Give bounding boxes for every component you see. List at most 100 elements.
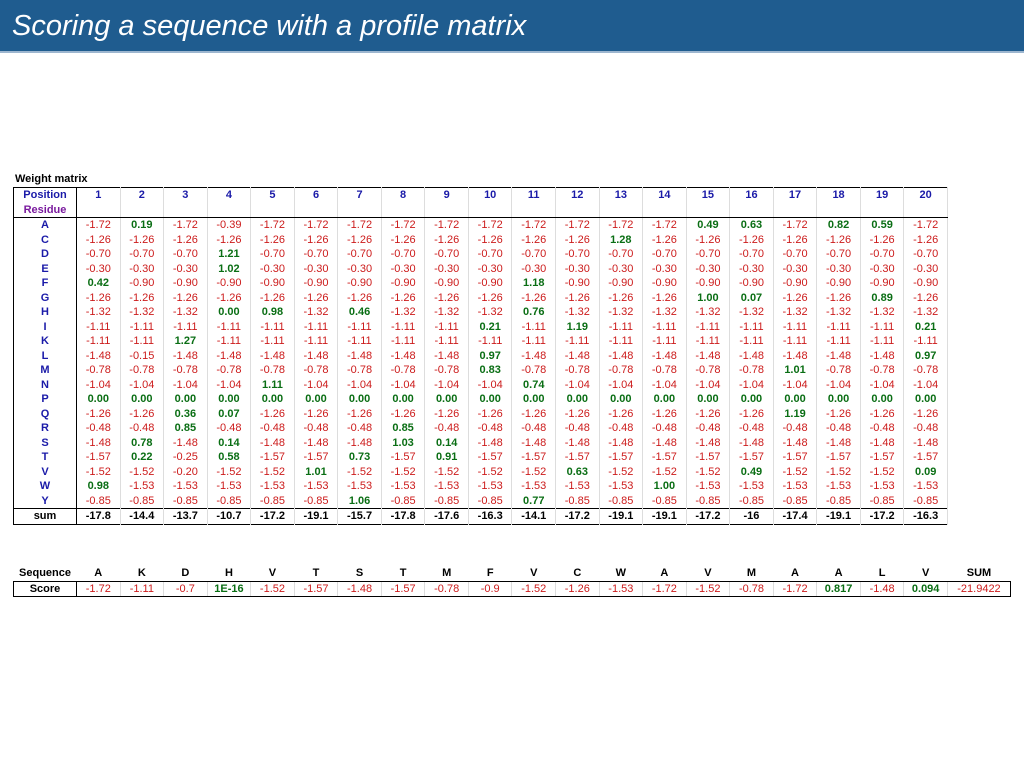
blank-cell [381, 202, 426, 218]
weight-value: -0.90 [250, 276, 295, 291]
weight-value: -1.04 [381, 377, 426, 392]
weight-value: -0.70 [860, 247, 905, 262]
weight-value: -0.30 [163, 261, 208, 276]
weight-value: -0.85 [686, 493, 731, 509]
weight-value: -0.30 [250, 261, 295, 276]
weight-value: -1.04 [903, 377, 948, 392]
sequence-residue: M [729, 566, 774, 582]
sequence-residue: D [163, 566, 208, 582]
weight-value: -0.30 [381, 261, 426, 276]
weight-value: -1.11 [860, 319, 905, 334]
weight-value: 0.00 [468, 392, 513, 407]
weight-value: -1.04 [207, 377, 252, 392]
weight-value: -0.30 [337, 261, 382, 276]
weight-value: -1.53 [207, 479, 252, 494]
weight-value: -1.26 [424, 406, 469, 421]
sequence-residue: W [599, 566, 643, 582]
weight-value: -1.04 [773, 377, 818, 392]
residue-name: R [13, 421, 77, 436]
weight-value: -1.48 [860, 348, 905, 363]
weight-value: 0.00 [381, 392, 426, 407]
score-value: -1.11 [120, 581, 165, 597]
weight-value: -1.11 [76, 334, 121, 349]
weight-value: -1.53 [816, 479, 861, 494]
weight-value: -1.48 [163, 435, 208, 450]
weight-value: -0.90 [903, 276, 948, 291]
weight-value: -0.90 [468, 276, 513, 291]
sum-header: SUM [947, 566, 1011, 582]
weight-value: -1.04 [729, 377, 774, 392]
weight-value: -1.11 [642, 334, 687, 349]
table-row: K -1.11 -1.11 1.27 -1.11 -1.11 -1.11 -1.11 -1.11… [13, 334, 948, 349]
sequence-residue: A [76, 566, 121, 582]
weight-value: -1.26 [555, 232, 600, 247]
blank-cell [599, 202, 644, 218]
blank-cell [337, 202, 382, 218]
weight-value: -1.52 [816, 464, 861, 479]
weight-value: 1.00 [686, 290, 731, 305]
weight-value: -1.26 [468, 406, 513, 421]
weight-value: -0.30 [686, 261, 731, 276]
weight-value: -0.30 [903, 261, 948, 276]
weight-value: -1.11 [773, 334, 818, 349]
weight-value: -1.72 [76, 217, 121, 233]
weight-value: -1.11 [207, 334, 252, 349]
weight-value: -1.53 [511, 479, 557, 494]
weight-value: -1.26 [76, 290, 121, 305]
table-row: A -1.72 0.19 -1.72 -0.39 -1.72 -1.72 -1.72 -1.72… [13, 217, 948, 233]
weight-value: -0.85 [294, 493, 339, 509]
sum-value: -19.1 [816, 508, 861, 524]
weight-value: -1.72 [599, 217, 644, 233]
weight-value: -1.11 [424, 319, 469, 334]
sequence-residue: M [424, 566, 469, 582]
weight-value: 1.01 [294, 464, 339, 479]
weight-value: 0.07 [729, 290, 774, 305]
weight-value: 0.85 [381, 421, 426, 436]
weight-value: -1.11 [337, 334, 382, 349]
weight-value: -1.26 [76, 232, 121, 247]
weight-value: -0.78 [120, 363, 165, 378]
weight-value: -0.48 [511, 421, 557, 436]
weight-value: -1.48 [337, 435, 382, 450]
weight-value: -1.57 [76, 450, 121, 465]
score-value: -1.72 [773, 581, 818, 597]
position-label: Position [13, 187, 77, 203]
weight-value: -0.85 [773, 493, 818, 509]
residue-name: E [13, 261, 77, 276]
residue-name: L [13, 348, 77, 363]
weight-value: -1.48 [294, 435, 339, 450]
weight-value: 0.00 [207, 305, 252, 320]
weight-value: -1.52 [468, 464, 513, 479]
sequence-label: Sequence [13, 566, 77, 582]
weight-value: -1.04 [686, 377, 731, 392]
weight-value: -1.26 [555, 290, 600, 305]
sum-value: -13.7 [163, 508, 208, 524]
weight-value: 0.00 [163, 392, 208, 407]
position-number: 2 [120, 187, 165, 203]
weight-value: -1.32 [120, 305, 165, 320]
weight-value: -1.72 [294, 217, 339, 233]
weight-value: -0.48 [773, 421, 818, 436]
weight-value: -1.04 [163, 377, 208, 392]
sequence-residue: V [250, 566, 295, 582]
weight-value: -0.90 [599, 276, 644, 291]
weight-value: 0.00 [903, 392, 948, 407]
weight-value: 0.00 [642, 392, 687, 407]
weight-value: -1.72 [511, 217, 557, 233]
weight-value: -1.26 [381, 406, 426, 421]
weight-value: 0.74 [511, 377, 557, 392]
weight-value: 0.00 [76, 392, 121, 407]
weight-value: -0.48 [729, 421, 774, 436]
weight-value: 0.63 [555, 464, 600, 479]
weight-value: -0.48 [250, 421, 295, 436]
weight-value: -1.11 [816, 319, 861, 334]
position-number: 17 [773, 187, 818, 203]
weight-value: -0.78 [686, 363, 731, 378]
weight-value: -0.48 [337, 421, 382, 436]
weight-value: 0.42 [76, 276, 121, 291]
weight-value: -1.48 [468, 435, 513, 450]
weight-value: -0.48 [555, 421, 600, 436]
weight-value: -1.26 [250, 290, 295, 305]
residue-name: C [13, 232, 77, 247]
sum-value: -19.1 [599, 508, 644, 524]
